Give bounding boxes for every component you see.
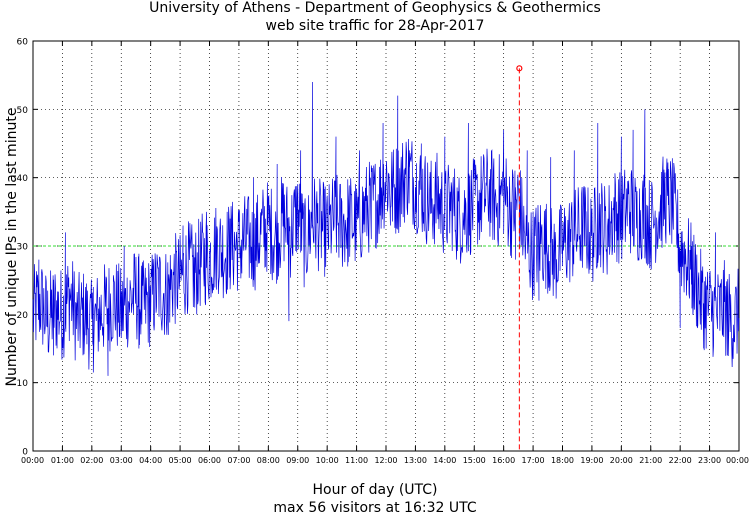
x-tick-label: 22:00 <box>669 456 692 465</box>
y-tick-label: 40 <box>17 174 29 184</box>
y-tick-label: 50 <box>17 106 29 116</box>
x-tick-label: 07:00 <box>227 456 250 465</box>
y-tick-label: 10 <box>17 379 29 389</box>
x-tick-label: 00:00 <box>21 456 44 465</box>
x-tick-label: 18:00 <box>551 456 574 465</box>
y-tick-label: 0 <box>22 448 28 458</box>
y-tick-label: 20 <box>17 311 29 321</box>
x-axis: 00:00 01:00 02:00 03:00 04:00 05:00 06:00 07:00… <box>21 41 749 465</box>
max-marker-point <box>516 65 523 72</box>
x-tick-label: 13:00 <box>404 456 427 465</box>
y-tick-label: 30 <box>17 243 29 253</box>
y-axis: 0 10 20 30 40 50 60 <box>17 38 739 458</box>
x-tick-label: 15:00 <box>463 456 486 465</box>
x-tick-label: 19:00 <box>580 456 603 465</box>
x-tick-label: 16:00 <box>492 456 515 465</box>
x-tick-label: 00:00 <box>726 456 749 465</box>
x-tick-label: 10:00 <box>316 456 339 465</box>
x-tick-label: 12:00 <box>374 456 397 465</box>
x-tick-label: 03:00 <box>110 456 133 465</box>
x-tick-label: 14:00 <box>433 456 456 465</box>
chart-title: University of Athens - Department of Geo… <box>149 0 601 16</box>
max-marker-group <box>516 65 523 451</box>
x-tick-label: 05:00 <box>169 456 192 465</box>
x-tick-label: 04:00 <box>139 456 162 465</box>
x-tick-label: 17:00 <box>522 456 545 465</box>
x-tick-label: 21:00 <box>639 456 662 465</box>
x-tick-label: 23:00 <box>698 456 721 465</box>
x-tick-label: 20:00 <box>610 456 633 465</box>
x-tick-label: 06:00 <box>198 456 221 465</box>
x-tick-label: 02:00 <box>80 456 103 465</box>
series-line-unique-ips <box>32 81 740 376</box>
x-tick-label: 11:00 <box>345 456 368 465</box>
x-tick-label: 08:00 <box>257 456 280 465</box>
chart-subtitle: web site traffic for 28-Apr-2017 <box>265 18 485 34</box>
x-tick-label: 01:00 <box>51 456 74 465</box>
max-summary: max 56 visitors at 16:32 UTC <box>273 500 477 516</box>
x-tick-label: 09:00 <box>286 456 309 465</box>
series-group <box>32 81 740 376</box>
y-tick-label: 60 <box>17 38 29 48</box>
x-axis-label: Hour of day (UTC) <box>312 482 438 498</box>
